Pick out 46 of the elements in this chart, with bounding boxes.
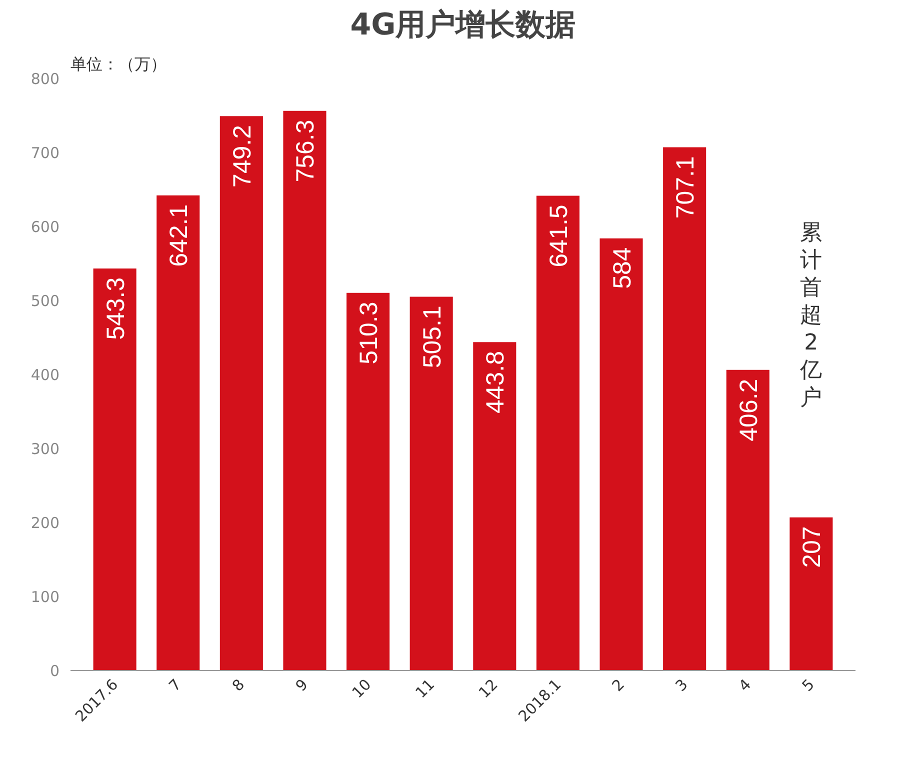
x-tick-label: 9 [292,675,312,695]
bar [473,342,516,670]
x-tick-label: 8 [228,675,248,695]
data-label: 584 [608,247,636,289]
bar [726,370,770,670]
x-tick-label: 7 [165,675,185,695]
bar [156,195,200,670]
y-tick-label: 600 [30,218,60,236]
annotation: 累计首超2亿户 [799,220,822,410]
bar [600,238,643,670]
bar [220,116,263,670]
y-tick-label: 800 [30,70,60,88]
x-tick-label: 5 [798,675,818,695]
data-label: 707.1 [672,156,700,219]
data-label: 749.2 [228,124,256,188]
data-label: 642.1 [165,204,194,267]
y-tick-label: 0 [50,662,60,680]
bar [663,147,706,670]
y-tick-label: 300 [30,440,60,458]
y-tick-label: 400 [30,366,60,384]
data-label: 207 [798,526,826,568]
bar [283,110,326,670]
y-tick-label: 700 [30,144,60,162]
bar [93,268,136,670]
x-tick-label: 12 [475,675,502,702]
x-tick-label: 4 [735,675,755,695]
y-tick-label: 200 [30,514,60,532]
data-label: 505.1 [418,306,446,368]
y-axis-title: 单位：（万） [70,54,166,74]
chart-title: 4G用户增长数据 [350,8,576,42]
bar [410,296,453,670]
x-tick-label: 10 [348,675,375,702]
data-label: 510.3 [355,302,384,364]
bar [346,292,390,670]
x-tick-label: 2 [608,675,628,695]
x-tick-label: 3 [672,675,692,695]
bar [790,517,833,670]
data-label: 543.3 [102,277,130,340]
data-label: 406.2 [734,378,763,442]
y-tick-label: 500 [30,292,60,310]
data-label: 756.3 [292,120,320,182]
y-tick-label: 100 [30,588,60,606]
x-tick-label: 11 [412,675,438,702]
data-label: 443.8 [482,350,510,414]
data-label: 641.5 [544,204,573,268]
bar [536,196,580,670]
